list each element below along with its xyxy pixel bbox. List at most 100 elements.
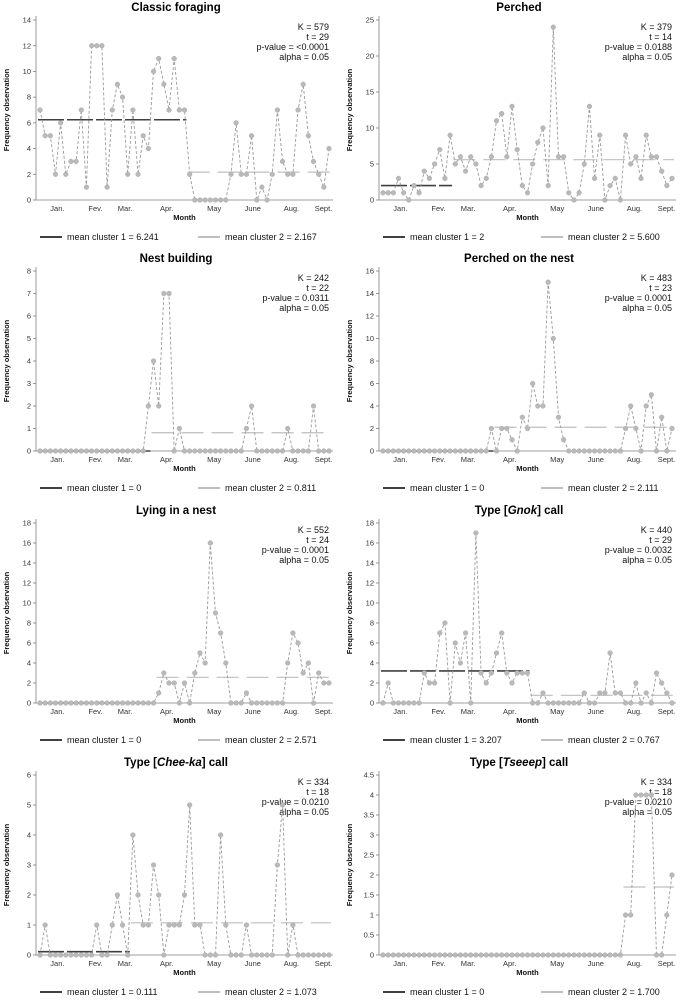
data-point [58,120,64,126]
data-point [125,952,131,958]
y-tick-label: 0 [370,951,374,960]
data-point [499,110,505,117]
data-point [228,700,234,706]
data-point [161,670,167,676]
chart-title-part: Perched on the nest [464,253,574,265]
data-point [171,55,177,62]
data-point [52,448,59,454]
data-point [63,700,69,706]
data-point [68,158,74,165]
y-tick-label: 18 [23,519,31,528]
data-point [259,700,265,706]
data-point [571,197,577,203]
data-point [248,133,255,139]
data-point [212,197,219,203]
data-point [452,161,458,167]
y-tick-label: 3 [370,831,374,840]
data-point [664,448,670,454]
y-tick-label: 8 [27,267,31,276]
data-point [310,700,317,706]
data-point [89,43,95,49]
data-point [73,448,79,454]
y-tick-label: 5 [27,334,31,343]
data-point [499,952,505,958]
stat-line: t = 18 [649,787,672,797]
data-point [305,133,311,139]
y-tick-label: 4 [27,144,31,153]
data-point [457,660,464,666]
data-point [545,700,551,706]
data-point [119,922,126,928]
chart-title-part: Type [ [475,505,508,517]
chart-title: Nest building [140,253,213,265]
data-point [571,448,577,454]
data-point [628,161,634,167]
data-point [659,680,665,686]
y-axis-label: Frequency observation [345,823,354,906]
data-point [638,700,644,706]
data-point [161,952,167,958]
month-label: Aug. [284,707,299,716]
stat-line: alpha = 0.05 [622,555,672,565]
y-tick-label: 14 [23,559,31,568]
data-point [274,862,280,868]
x-axis-label: Month [173,213,196,222]
stat-line: t = 22 [306,283,329,293]
data-point [83,184,90,190]
data-point [274,107,280,113]
data-point [519,183,525,189]
y-tick-label: 12 [366,312,374,321]
data-point [659,952,665,958]
data-point [617,448,623,454]
data-point [181,892,188,898]
data-point [114,81,121,87]
data-point [643,132,649,138]
data-point [279,700,286,706]
data-point [109,700,115,706]
data-point [437,147,443,153]
month-label: Jan. [50,204,64,213]
month-label: Sept. [315,204,333,213]
data-point [607,650,613,656]
data-point [669,872,675,878]
data-point [617,952,623,958]
legend-label-cluster-1: mean cluster 1 = 0.111 [67,987,157,997]
data-point [540,125,546,131]
legend-label-cluster-1: mean cluster 1 = 0 [67,483,141,493]
data-point [519,670,525,676]
data-point [192,448,198,454]
data-point [524,425,531,432]
chart-title-part: Classic foraging [131,2,220,14]
data-point [550,700,556,706]
month-label: Mar. [461,455,476,464]
data-point [395,175,402,182]
legend-label-cluster-1: mean cluster 1 = 0 [410,483,484,493]
data-point [468,448,474,454]
data-point [421,168,427,174]
data-point [395,700,402,706]
data-point [622,912,629,918]
month-label: Apr. [503,959,516,968]
data-point [156,690,162,696]
data-point [519,414,525,420]
data-point [243,171,250,177]
data-point [300,670,306,676]
chart-title: Classic foraging [131,2,220,14]
legend-label-cluster-1: mean cluster 1 = 2 [410,232,484,242]
data-point [555,414,562,420]
chart-title-part: Nest building [140,253,213,265]
data-point [233,952,239,958]
data-point [104,184,110,190]
data-point [426,175,433,182]
data-point [279,158,286,165]
data-point [411,700,417,706]
data-point [285,660,291,666]
data-point [545,279,551,285]
data-point [166,107,172,113]
data-point [130,448,136,454]
data-point [218,630,224,636]
y-tick-label: 10 [23,599,31,608]
data-point [385,680,391,686]
data-point [78,952,84,958]
month-label: Mar. [118,455,133,464]
